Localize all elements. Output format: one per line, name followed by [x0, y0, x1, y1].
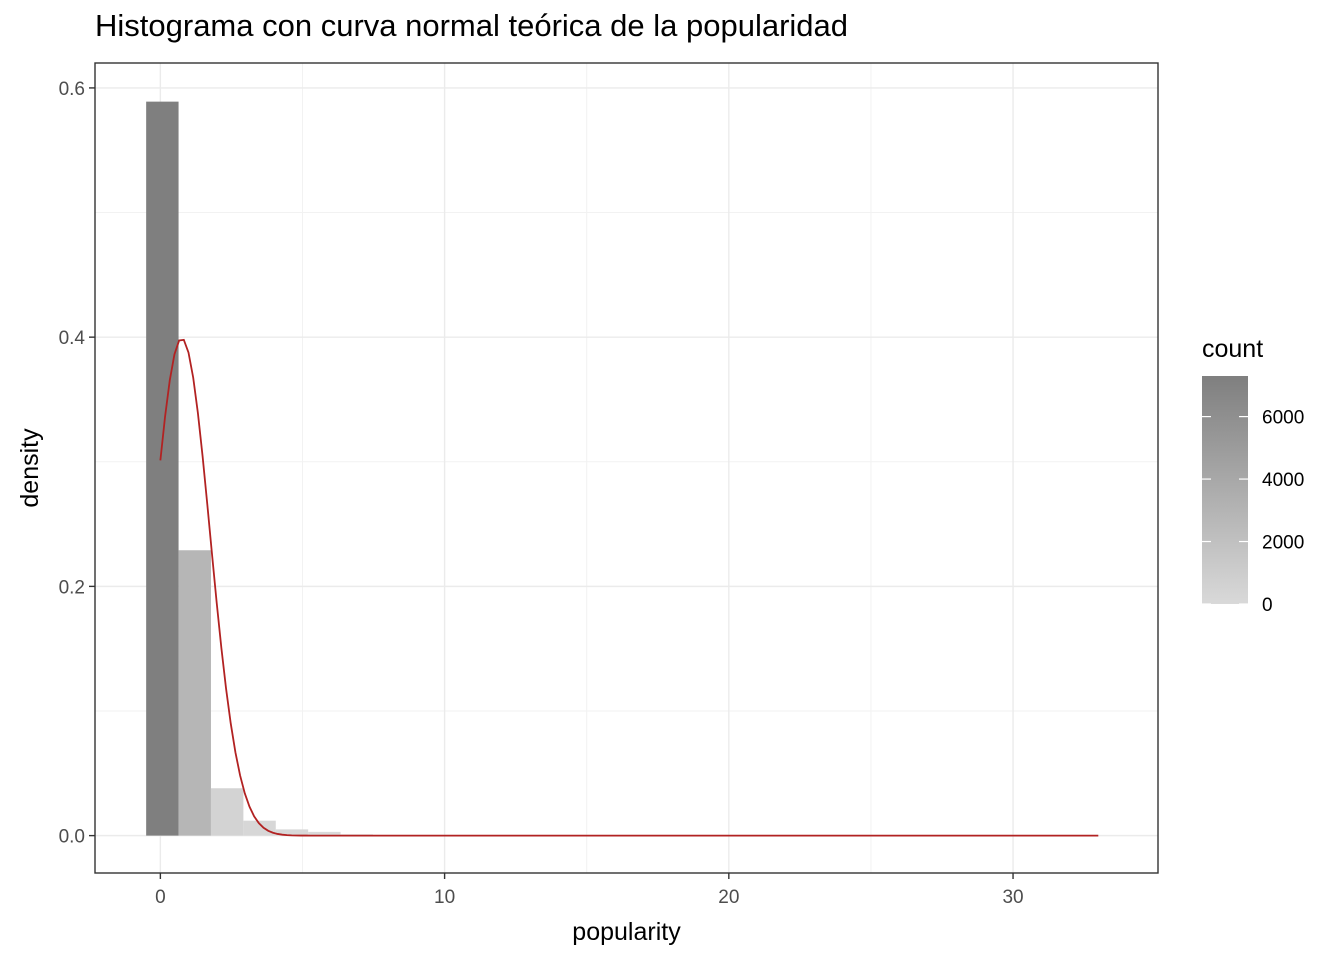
- histogram-bar-6: [308, 831, 341, 836]
- count-legend: count 6000 4000 2000 0: [1202, 335, 1304, 616]
- legend-label: 0: [1262, 595, 1273, 616]
- x-tick-label: 20: [718, 887, 739, 908]
- histogram-bar-3: [210, 788, 244, 836]
- y-tick-label: 0.4: [59, 328, 86, 349]
- histogram-bar-5: [275, 829, 309, 836]
- x-tick-label: 0: [155, 887, 166, 908]
- normal-curve-layer: [159, 338, 1099, 837]
- y-tick-label: 0.2: [59, 577, 85, 598]
- x-tick-label: 30: [1002, 887, 1023, 908]
- panel-background: [95, 63, 1158, 873]
- y-axis-title: density: [16, 428, 44, 508]
- histogram-bars: [146, 101, 406, 836]
- x-axis-title: popularity: [572, 918, 681, 946]
- legend-colorbar: [1202, 376, 1248, 604]
- legend-label: 2000: [1262, 533, 1304, 554]
- legend-title: count: [1202, 335, 1263, 363]
- x-tick-label: 10: [434, 887, 455, 908]
- axes: 0 10 20 30 0.0 0.2 0.4 0.6: [59, 79, 1024, 908]
- legend-label: 6000: [1262, 408, 1304, 429]
- panel-border: [94, 62, 1159, 874]
- histogram-bar-4: [243, 820, 276, 836]
- normal-curve: [159, 338, 1099, 837]
- y-tick-label: 0.0: [59, 827, 85, 848]
- chart-title: Histograma con curva normal teórica de l…: [95, 8, 849, 43]
- histogram-bar-1: [146, 101, 179, 836]
- legend-label: 4000: [1262, 470, 1304, 491]
- grid-lines: [95, 63, 1158, 873]
- histogram-bar-2: [178, 550, 211, 836]
- y-tick-label: 0.6: [59, 79, 85, 100]
